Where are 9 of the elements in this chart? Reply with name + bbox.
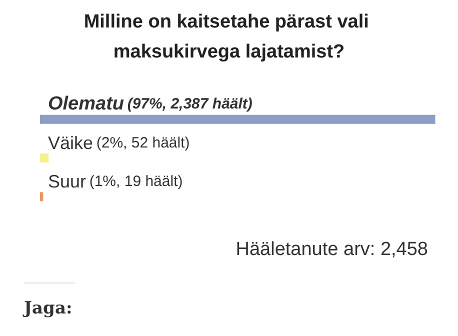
y-tick-label: Suur bbox=[48, 172, 86, 192]
y-tick-label: Olematu bbox=[48, 93, 124, 114]
data-label: (1%, 19 häält) bbox=[89, 173, 183, 190]
text: Jaga: bbox=[22, 298, 72, 318]
chart-title: Milline on kaitsetahe pärast vali maksukirvega lajatamist? bbox=[84, 12, 374, 62]
data-label: (97%, 2,387 häält) bbox=[127, 95, 252, 112]
y-tick-label: Väike bbox=[48, 133, 94, 153]
data-label: (2%, 52 häält) bbox=[96, 134, 190, 152]
text: Hääletanute arv: 2,458 bbox=[236, 239, 428, 260]
